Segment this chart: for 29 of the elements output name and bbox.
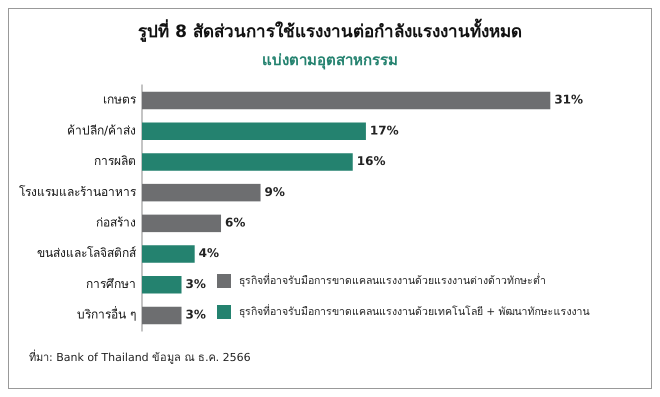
y-tick-label: ก่อสร้าง xyxy=(96,215,136,230)
bar xyxy=(142,245,195,263)
y-tick-label: การผลิต xyxy=(94,154,136,168)
legend-label: ธุรกิจที่อาจรับมือการขาดแคลนแรงงานด้วยเทคโนโลยี + พัฒนาทักษะแรงงาน xyxy=(239,303,590,320)
chart-subtitle: แบ่งตามอุตสาหกรรม xyxy=(261,50,399,72)
y-tick-label: ค้าปลีก/ค้าส่ง xyxy=(66,123,136,138)
data-label: 31% xyxy=(554,92,584,107)
y-tick-label: บริการอื่น ๆ xyxy=(77,306,136,322)
bar xyxy=(142,214,222,232)
data-label: 17% xyxy=(370,123,399,138)
bar xyxy=(142,184,261,202)
bar xyxy=(142,122,366,140)
data-label: 3% xyxy=(186,276,206,291)
data-label: 16% xyxy=(356,154,386,168)
y-tick-label: เกษตร xyxy=(103,92,137,107)
y-tick-label: การศึกษา xyxy=(86,276,136,291)
data-label: 4% xyxy=(198,246,220,260)
bar xyxy=(142,276,182,294)
bar xyxy=(142,306,182,324)
bar xyxy=(142,153,353,171)
data-label: 6% xyxy=(225,215,246,230)
legend-label: ธุรกิจที่อาจรับมือการขาดแคลนแรงงานด้วยแรงงานต่างด้าวทักษะต่ำ xyxy=(239,272,546,289)
y-tick-label: ขนส่งและโลจิสติกส์ xyxy=(37,246,137,260)
y-tick-label: โรงแรมและร้านอาหาร xyxy=(19,184,137,199)
chart-title: รูปที่ 8 สัดส่วนการใช้แรงงานต่อกำลังแรงงานทั้งหมด xyxy=(137,18,523,44)
bar xyxy=(142,92,550,110)
data-label: 9% xyxy=(264,184,285,199)
text: ที่มา: Bank of Thailand ข้อมูล ณ ธ.ค. 2566 xyxy=(29,348,252,366)
data-label: 3% xyxy=(186,308,206,322)
